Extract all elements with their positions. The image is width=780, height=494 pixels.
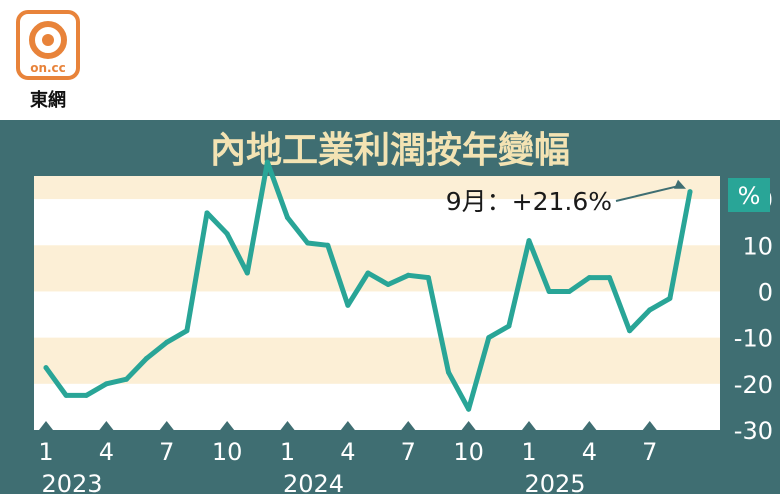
y-tick-labels: 20100-10-20-30: [734, 186, 773, 445]
bands: [34, 176, 720, 384]
data-point: [647, 307, 653, 313]
data-points: [43, 159, 693, 412]
band: [34, 176, 720, 200]
data-point: [83, 392, 89, 398]
x-ticks: [39, 421, 657, 430]
data-point: [627, 328, 633, 334]
year-labels: 2023 2024 2025: [41, 470, 585, 494]
x-tick: [340, 421, 355, 430]
x-tick: [280, 421, 295, 430]
oncc-logo: on.cc 東網: [16, 10, 80, 111]
data-point: [667, 295, 673, 301]
x-tick-label: 10: [212, 438, 243, 466]
data-point: [164, 339, 170, 345]
x-tick-labels: 1 4 7 10 1 4 7 10 1 4 7: [38, 438, 657, 466]
data-point: [305, 240, 311, 246]
y-tick-label: -30: [734, 417, 773, 445]
chart-title: 內地工業利潤按年變幅: [210, 130, 570, 171]
data-point: [43, 365, 49, 371]
x-tick: [522, 421, 536, 430]
x-tick: [582, 421, 597, 430]
oncc-logo-mark: on.cc: [16, 10, 80, 80]
year-label: 2023: [41, 470, 102, 494]
data-point: [506, 323, 512, 329]
x-tick-label: 7: [401, 438, 416, 466]
data-point: [365, 270, 371, 276]
annotation-label: 9月：+21.6%: [446, 187, 612, 216]
data-point: [204, 210, 210, 216]
x-tick-label: 4: [340, 438, 355, 466]
x-tick: [39, 421, 53, 430]
band: [34, 337, 720, 384]
x-tick-label: 1: [38, 438, 53, 466]
x-tick: [220, 421, 235, 430]
data-point: [546, 288, 552, 294]
data-point: [466, 406, 472, 412]
data-point: [687, 189, 693, 195]
y-tick-label: -10: [734, 325, 773, 353]
data-point: [526, 238, 532, 244]
x-tick-label: 7: [642, 438, 657, 466]
x-tick-label: 1: [521, 438, 536, 466]
x-tick-label: 7: [159, 438, 174, 466]
data-point: [446, 369, 451, 375]
band: [34, 245, 720, 292]
x-tick-label: 1: [280, 438, 295, 466]
x-tick-label: 4: [582, 438, 597, 466]
data-point: [144, 355, 150, 361]
plot-area: [34, 176, 720, 430]
year-label: 2024: [283, 470, 344, 494]
data-point: [124, 376, 129, 382]
annotation-arrow: [615, 184, 681, 202]
x-tick: [99, 421, 114, 430]
y-tick-label: 0: [758, 278, 773, 306]
data-point: [405, 272, 411, 278]
x-tick: [642, 421, 657, 430]
data-point: [486, 335, 492, 341]
unit-label: %: [738, 182, 761, 210]
x-tick: [461, 421, 476, 430]
y-tick-label: -20: [734, 371, 773, 399]
year-label: 2025: [524, 470, 585, 494]
x-tick: [159, 421, 174, 430]
y-tick-label: 10: [742, 232, 773, 260]
data-point: [244, 270, 250, 276]
data-point: [264, 159, 270, 165]
data-point: [224, 231, 230, 237]
data-point: [184, 328, 190, 334]
chart-panel: 內地工業利潤按年變幅 1 4 7 10 1 4 7 10 1 4 7 2023 2024 2025 20…: [0, 120, 780, 494]
chart: 內地工業利潤按年變幅 1 4 7 10 1 4 7 10 1 4 7 2023 2024 2025 20…: [34, 130, 773, 494]
data-point: [63, 392, 69, 398]
data-point: [566, 288, 572, 294]
x-tick-label: 4: [99, 438, 114, 466]
data-point: [607, 275, 612, 281]
data-point: [385, 282, 391, 288]
logo-text: 東網: [30, 90, 66, 111]
data-point: [285, 215, 290, 221]
data-point: [345, 302, 351, 308]
x-tick-label: 10: [453, 438, 484, 466]
data-point: [325, 242, 331, 248]
annotation-arrowhead: [674, 179, 686, 189]
x-tick: [401, 421, 416, 430]
data-point: [586, 275, 592, 281]
data-point: [103, 381, 109, 387]
data-point: [425, 275, 431, 281]
unit-box: [728, 178, 770, 212]
logo-brand: on.cc: [30, 61, 66, 75]
